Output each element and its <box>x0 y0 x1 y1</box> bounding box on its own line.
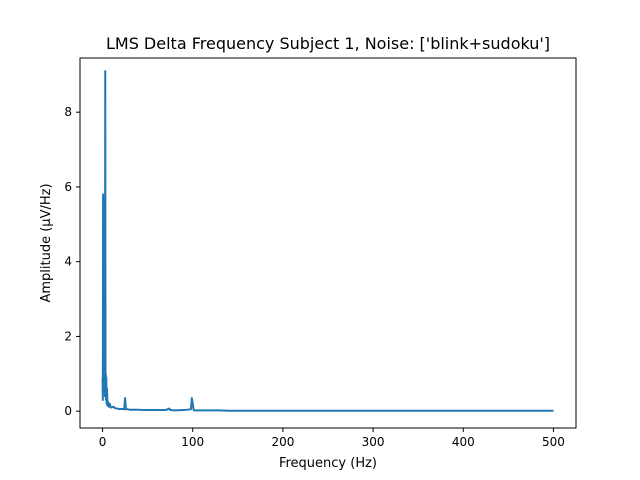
y-tick-label: 2 <box>64 329 72 343</box>
x-axis-label: Frequency (Hz) <box>279 456 377 471</box>
x-tick-label: 200 <box>271 435 294 449</box>
x-tick-label: 0 <box>99 435 107 449</box>
x-tick-label: 400 <box>452 435 475 449</box>
plot-area <box>101 70 554 412</box>
chart-title: LMS Delta Frequency Subject 1, Noise: ['… <box>106 34 550 53</box>
y-axis-label: Amplitude (μV/Hz) <box>39 183 54 302</box>
y-tick-label: 8 <box>64 105 72 119</box>
data-series-line <box>101 70 554 412</box>
x-axis: 0 100 200 300 400 500 <box>99 428 565 449</box>
x-tick-label: 100 <box>181 435 204 449</box>
plot-frame <box>79 57 577 429</box>
y-axis: 0 2 4 6 8 <box>64 105 80 418</box>
x-tick-label: 500 <box>542 435 565 449</box>
y-tick-label: 0 <box>64 404 72 418</box>
y-tick-label: 4 <box>64 255 72 269</box>
x-tick-label: 300 <box>362 435 385 449</box>
y-tick-label: 6 <box>64 180 72 194</box>
